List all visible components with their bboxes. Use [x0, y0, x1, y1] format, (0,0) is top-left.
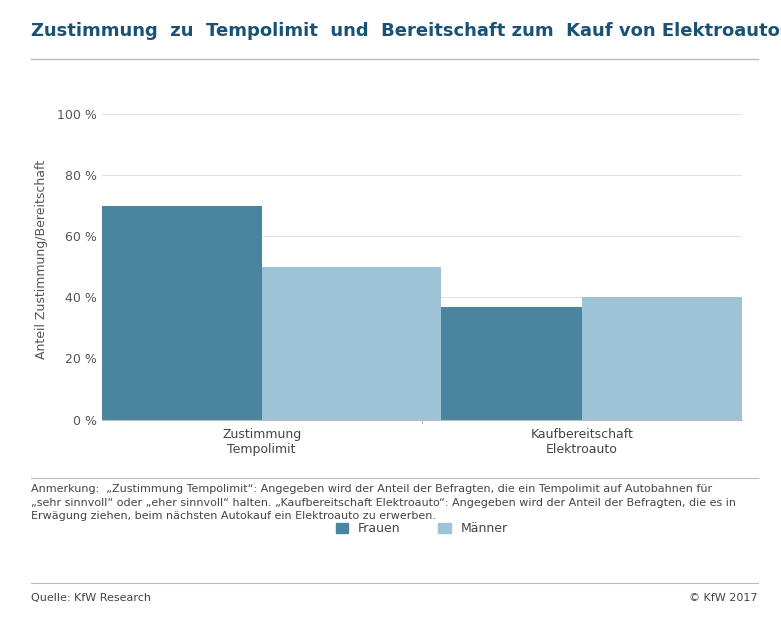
- Text: © KfW 2017: © KfW 2017: [689, 594, 758, 603]
- Bar: [582, 297, 761, 420]
- Text: Quelle: KfW Research: Quelle: KfW Research: [31, 594, 152, 603]
- Bar: [402, 307, 582, 420]
- Bar: [262, 267, 441, 420]
- Text: Zustimmung  zu  Tempolimit  und  Bereitschaft zum  Kauf von Elektroautos: Zustimmung zu Tempolimit und Bereitschaf…: [31, 22, 781, 39]
- Legend: Frauen, Männer: Frauen, Männer: [336, 522, 508, 535]
- Bar: [82, 205, 262, 420]
- Text: Anmerkung:  „Zustimmung Tempolimit“: Angegeben wird der Anteil der Befragten, di: Anmerkung: „Zustimmung Tempolimit“: Ange…: [31, 484, 736, 521]
- Y-axis label: Anteil Zustimmung/Bereitschaft: Anteil Zustimmung/Bereitschaft: [35, 160, 48, 358]
